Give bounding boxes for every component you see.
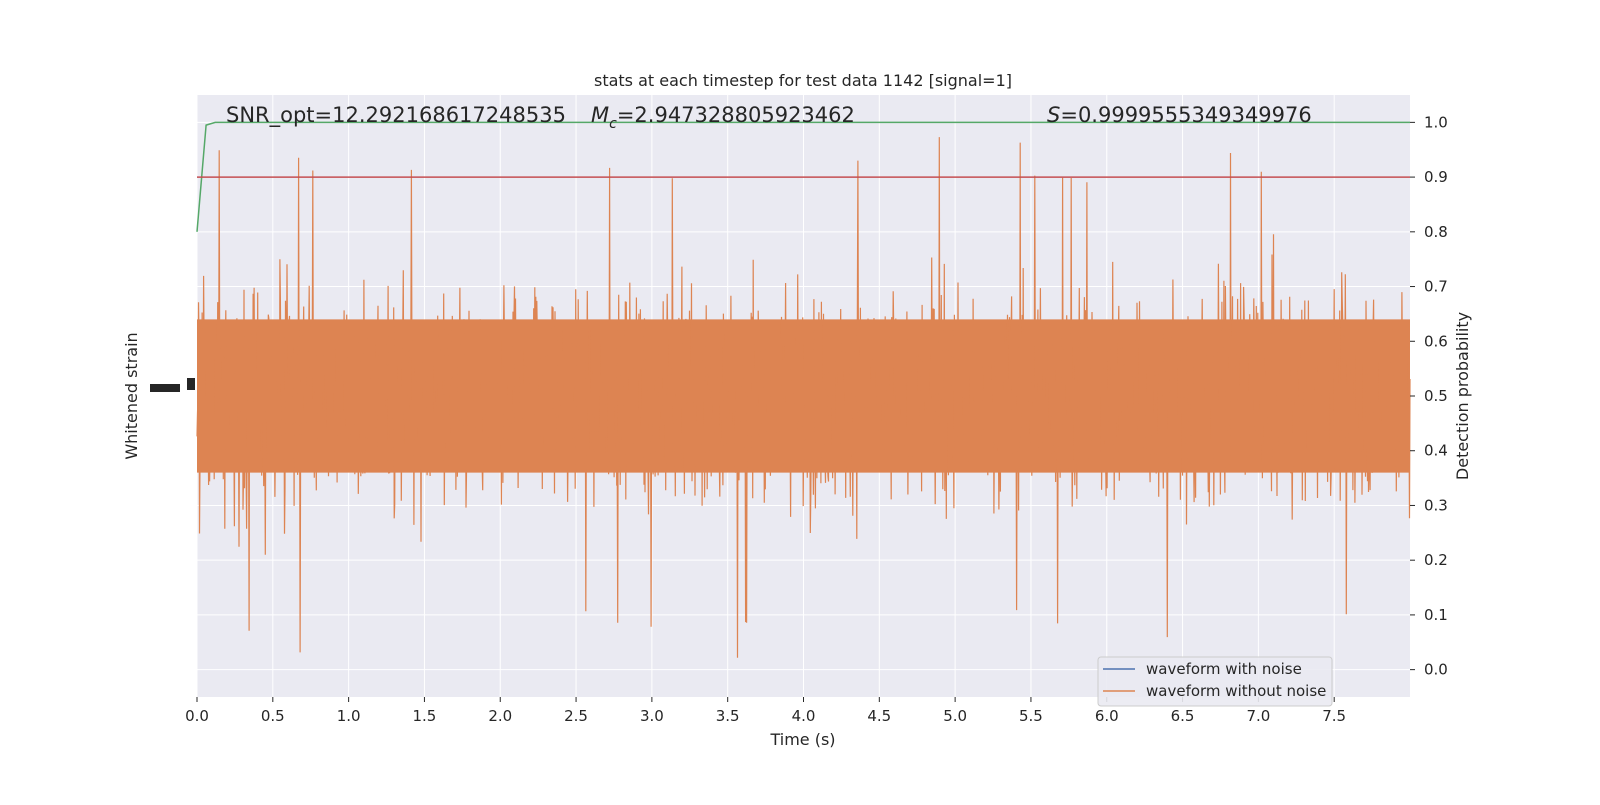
- x-tick-label: 4.0: [792, 707, 816, 725]
- clean-waveform-trace: [196, 137, 1411, 658]
- x-tick-label: 5.0: [943, 707, 967, 725]
- y-right-tick-label: 0.6: [1424, 332, 1448, 350]
- chirp-mass-value: =2.947328805923462: [617, 103, 855, 127]
- x-tick-label: 0.5: [261, 707, 285, 725]
- x-tick-label: 7.5: [1322, 707, 1346, 725]
- axes: 0.0 0.5 1.0 1.5 2.0 2.5 3.0 3.5 4.0 4.5 5.0 5.5 6.0 6…: [185, 113, 1448, 725]
- y-right-tick-label: 0.4: [1424, 442, 1448, 460]
- x-tick-label: 1.5: [413, 707, 437, 725]
- x-tick-label: 7.0: [1246, 707, 1270, 725]
- y-right-tick-label: 1.0: [1424, 113, 1448, 131]
- legend: waveform with noise waveform without noi…: [1097, 656, 1333, 707]
- snr-annotation: SNR_opt=12.292168617248535: [226, 103, 566, 128]
- y-right-tick-label: 0.0: [1424, 661, 1448, 679]
- chirp-mass-annotation: Mc=2.947328805923462: [591, 103, 855, 132]
- detection-probability-line: [196, 121, 1410, 232]
- x-tick-label: 1.0: [337, 707, 361, 725]
- y-axis-label-left: Whitened strain: [122, 332, 141, 459]
- x-tick-label: 0.0: [185, 707, 209, 725]
- chirp-mass-symbol: M: [591, 103, 609, 127]
- legend-box: [1097, 656, 1333, 707]
- y-right-tick-label: 0.3: [1424, 496, 1448, 514]
- signal-traces: [150, 137, 1411, 658]
- s-symbol: S: [1047, 103, 1060, 127]
- y-axis-label-right: Detection probability: [1453, 312, 1472, 480]
- x-tick-label: 2.0: [488, 707, 512, 725]
- x-tick-label: 5.5: [1019, 707, 1043, 725]
- x-tick-label: 4.5: [867, 707, 891, 725]
- x-tick-label: 3.0: [640, 707, 664, 725]
- y-right-tick-label: 0.8: [1424, 223, 1448, 241]
- legend-label-noisy: waveform with noise: [1146, 660, 1302, 678]
- left-axis-tick-cluster: [187, 378, 195, 390]
- probability-lines: [196, 121, 1410, 232]
- y-right-tick-label: 0.1: [1424, 606, 1448, 624]
- x-tick-label: 3.5: [716, 707, 740, 725]
- x-axis-label: Time (s): [769, 730, 835, 749]
- x-tick-label: 6.0: [1095, 707, 1119, 725]
- x-tick-label: 6.5: [1171, 707, 1195, 725]
- chirp-mass-subscript: c: [609, 116, 617, 132]
- left-axis-tick-cluster: [150, 384, 180, 392]
- legend-label-clean: waveform without noise: [1146, 682, 1326, 700]
- y-right-tick-label: 0.7: [1424, 278, 1448, 296]
- y-right-tick-label: 0.5: [1424, 387, 1448, 405]
- s-value: =0.9999555349349976: [1060, 103, 1311, 127]
- y-right-tick-label: 0.9: [1424, 168, 1448, 186]
- x-tick-label: 2.5: [564, 707, 588, 725]
- y-right-tick-label: 0.2: [1424, 551, 1448, 569]
- s-statistic-annotation: S=0.9999555349349976: [1047, 103, 1312, 127]
- chart-title: stats at each timestep for test data 114…: [594, 71, 1012, 90]
